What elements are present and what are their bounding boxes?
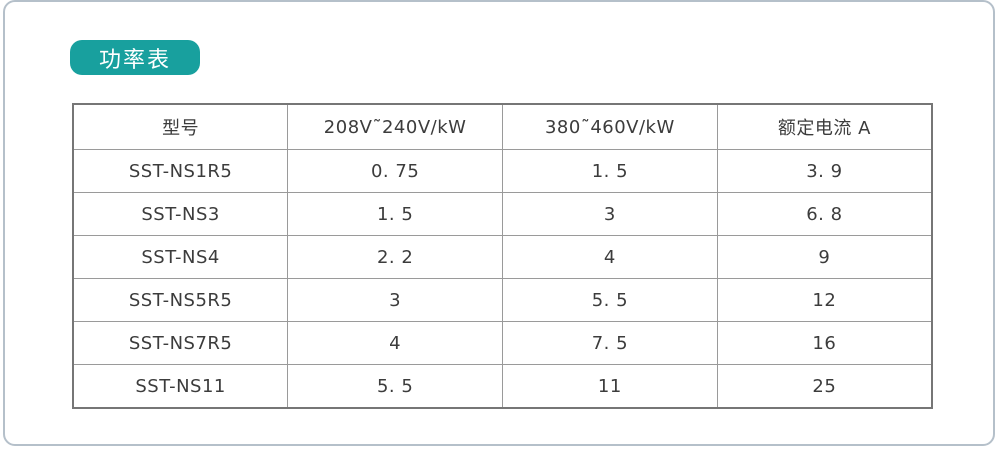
power-table-badge-label: 功率表 bbox=[98, 47, 171, 73]
model-cell: SST-NS3 bbox=[72, 192, 289, 236]
model-cell: SST-NS11 bbox=[72, 364, 289, 409]
kw-208-240-cell: 0. 75 bbox=[287, 149, 503, 193]
rated-current-cell: 6. 8 bbox=[716, 192, 933, 236]
kw-208-240-cell: 4 bbox=[287, 321, 503, 365]
table-row: SST-NS11 5. 5 11 25 bbox=[72, 364, 933, 409]
kw-380-460-cell: 11 bbox=[502, 364, 718, 409]
model-cell: SST-NS1R5 bbox=[72, 149, 289, 193]
kw-380-460-cell: 7. 5 bbox=[502, 321, 718, 365]
rated-current-cell: 9 bbox=[716, 235, 933, 279]
kw-208-240-cell: 3 bbox=[287, 278, 503, 322]
power-table: 型号 208V˜240V/kW 380˜460V/kW 额定电流 A SST-N… bbox=[72, 103, 933, 409]
rated-current-cell: 16 bbox=[716, 321, 933, 365]
column-header-380-460v-kw: 380˜460V/kW bbox=[502, 103, 718, 150]
power-table-badge: 功率表 bbox=[70, 40, 200, 75]
rated-current-cell: 25 bbox=[716, 364, 933, 409]
kw-208-240-cell: 1. 5 bbox=[287, 192, 503, 236]
column-header-model: 型号 bbox=[72, 103, 289, 150]
rated-current-cell: 3. 9 bbox=[716, 149, 933, 193]
model-cell: SST-NS7R5 bbox=[72, 321, 289, 365]
table-row: SST-NS7R5 4 7. 5 16 bbox=[72, 321, 933, 365]
column-header-208v-240v-kw: 208V˜240V/kW bbox=[287, 103, 503, 150]
rated-current-cell: 12 bbox=[716, 278, 933, 322]
kw-208-240-cell: 2. 2 bbox=[287, 235, 503, 279]
table-row: SST-NS1R5 0. 75 1. 5 3. 9 bbox=[72, 149, 933, 193]
table-row: SST-NS4 2. 2 4 9 bbox=[72, 235, 933, 279]
table-header-row: 型号 208V˜240V/kW 380˜460V/kW 额定电流 A bbox=[72, 103, 933, 150]
kw-208-240-cell: 5. 5 bbox=[287, 364, 503, 409]
kw-380-460-cell: 4 bbox=[502, 235, 718, 279]
model-cell: SST-NS4 bbox=[72, 235, 289, 279]
model-cell: SST-NS5R5 bbox=[72, 278, 289, 322]
table-row: SST-NS3 1. 5 3 6. 8 bbox=[72, 192, 933, 236]
table-row: SST-NS5R5 3 5. 5 12 bbox=[72, 278, 933, 322]
kw-380-460-cell: 5. 5 bbox=[502, 278, 718, 322]
kw-380-460-cell: 3 bbox=[502, 192, 718, 236]
kw-380-460-cell: 1. 5 bbox=[502, 149, 718, 193]
column-header-rated-current: 额定电流 A bbox=[716, 103, 933, 150]
